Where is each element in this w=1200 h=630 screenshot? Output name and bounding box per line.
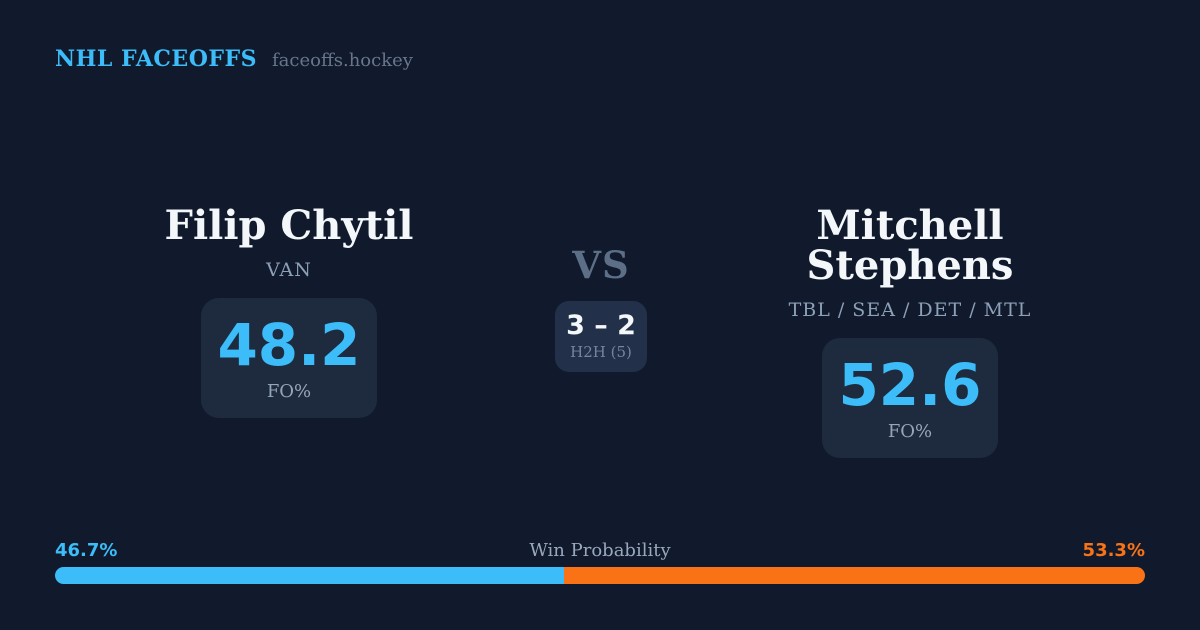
site-url: faceoffs.hockey (272, 50, 413, 71)
vs-label: VS (572, 243, 630, 287)
vs-column: VS 3 – 2 H2H (5) (501, 247, 701, 372)
right-player-column: Mitchell Stephens TBL / SEA / DET / MTL … (730, 206, 1090, 458)
left-player-name: Filip Chytil (164, 202, 414, 249)
left-stat-label: FO% (266, 381, 312, 402)
win-probability-labels: 46.7% Win Probability 53.3% (55, 540, 1145, 562)
left-faceoff-pct: 48.2 (217, 311, 361, 379)
win-probability-title: Win Probability (529, 540, 671, 561)
left-player-teams: VAN (266, 259, 312, 281)
brand-title: NHL FACEOFFS (55, 46, 257, 72)
win-bar-left-fill (55, 567, 565, 584)
win-probability-bar (55, 567, 1145, 584)
left-win-probability: 46.7% (55, 540, 118, 561)
right-faceoff-pct: 52.6 (838, 351, 982, 419)
head-to-head-score: 3 – 2 (566, 310, 636, 341)
head-to-head-box: 3 – 2 H2H (5) (555, 301, 647, 372)
head-to-head-label: H2H (5) (570, 343, 632, 361)
right-stat-label: FO% (887, 421, 933, 442)
left-stat-card: 48.2 FO% (201, 298, 377, 418)
right-player-name: Mitchell Stephens (806, 202, 1014, 289)
right-win-probability: 53.3% (1082, 540, 1145, 561)
right-stat-card: 52.6 FO% (822, 338, 998, 458)
left-player-column: Filip Chytil VAN 48.2 FO% (109, 206, 469, 418)
right-player-teams: TBL / SEA / DET / MTL (788, 299, 1032, 321)
header: NHL FACEOFFS faceoffs.hockey (55, 46, 413, 72)
win-bar-right-fill (564, 567, 1145, 584)
